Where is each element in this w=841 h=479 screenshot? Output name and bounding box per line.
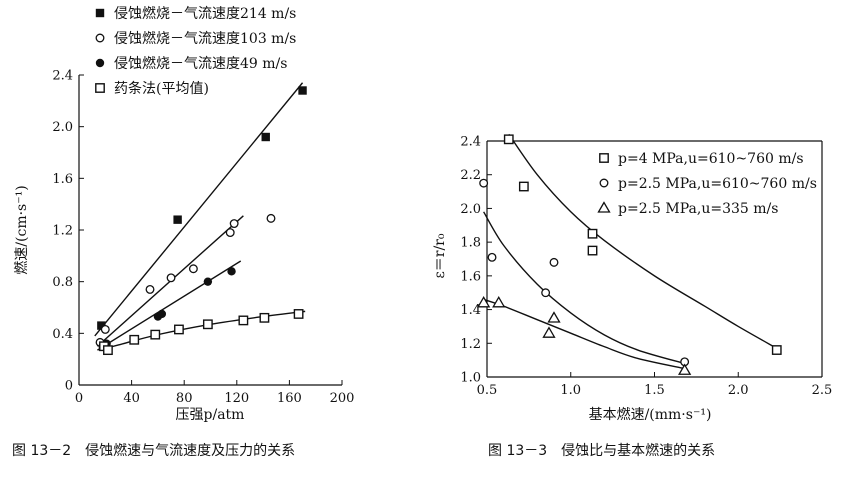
series-fit-line <box>508 133 778 349</box>
data-point <box>166 273 176 283</box>
legend-label: p=2.5 MPa,u=610~760 m/s <box>618 176 817 192</box>
y-axis-label: 燃速/(cm·s⁻¹) <box>13 185 30 274</box>
data-point <box>229 219 239 228</box>
x-axis-label: 压强p/atm <box>176 407 245 423</box>
series-fit-line <box>483 298 685 370</box>
figure-caption-13-2: 图 13－2 侵蚀燃速与气流速度及压力的关系 <box>12 443 296 459</box>
y-tick-label: 1.6 <box>460 269 481 284</box>
data-point <box>129 334 140 345</box>
series-fit-line <box>94 82 304 337</box>
series-3-open-triangle <box>477 296 692 375</box>
legend-marker <box>599 178 609 188</box>
data-point <box>188 264 198 274</box>
legend-label: 侵蚀燃烧－气流速度49 m/s <box>114 55 287 72</box>
legend-label: 侵蚀燃烧－气流速度103 m/s <box>114 30 296 47</box>
chart-erosive-burning-rate: 0 40 80 120 160 200 0 0.4 0.8 1.2 1.6 2.0 2.4 压强p/atm… <box>13 5 354 423</box>
legend-marker <box>597 201 611 213</box>
data-point <box>103 345 113 356</box>
y-tick-label: 1.0 <box>460 371 481 386</box>
y-tick-label: 0.8 <box>52 275 73 290</box>
legend-label: 侵蚀燃烧－气流速度214 m/s <box>114 5 296 22</box>
series-fit-line <box>97 260 242 351</box>
y-tick-label: 1.6 <box>52 172 73 187</box>
data-point <box>225 228 235 238</box>
legend-marker <box>599 153 609 163</box>
legend-label: p=4 MPa,u=610~760 m/s <box>618 151 804 167</box>
data-point <box>487 252 497 262</box>
series-fit-line <box>483 211 685 365</box>
legend-marker <box>95 83 105 93</box>
data-point <box>492 296 506 308</box>
y-tick-label: 1.2 <box>52 224 73 239</box>
data-point <box>477 296 491 308</box>
data-point <box>542 326 556 338</box>
data-point <box>266 213 276 223</box>
y-tick-label: 0 <box>65 379 73 394</box>
data-point <box>174 324 184 335</box>
data-point <box>157 309 167 319</box>
y-tick-label: 2.0 <box>52 120 73 135</box>
series-2-open-circle <box>95 213 276 347</box>
data-point <box>503 134 514 145</box>
x-tick-label: 0.5 <box>477 383 498 398</box>
data-point <box>202 319 213 330</box>
series-2-open-circle <box>479 178 690 367</box>
data-point <box>293 309 304 319</box>
y-tick-label: 1.4 <box>460 303 481 318</box>
x-tick-label: 2.0 <box>728 383 749 398</box>
x-tick-label: 200 <box>330 391 355 406</box>
y-axis-label: ε＝r/r₀ <box>432 233 448 278</box>
legend-marker <box>95 58 105 68</box>
y-tick-label: 2.2 <box>460 168 481 183</box>
chart-erosion-ratio: 0.5 1.0 1.5 2.0 2.51.01.21.41.61.82.02.22.4基… <box>432 133 833 423</box>
figure-caption-13-3: 图 13－3 侵蚀比与基本燃速的关系 <box>488 443 716 459</box>
legend-label: p=2.5 MPa,u=335 m/s <box>618 201 778 217</box>
series-1-filled-square <box>94 82 307 337</box>
x-tick-label: 160 <box>277 391 302 406</box>
y-tick-label: 1.8 <box>460 236 481 251</box>
data-point <box>238 315 249 326</box>
data-point <box>227 267 236 276</box>
legend: 侵蚀燃烧－气流速度214 m/s 侵蚀燃烧－气流速度103 m/s 侵蚀燃烧－气流速… <box>95 5 296 97</box>
data-point <box>145 284 155 294</box>
data-point <box>100 325 110 334</box>
series-1-open-square <box>503 133 782 355</box>
data-point <box>678 363 692 375</box>
data-point <box>259 312 270 323</box>
data-point <box>261 132 270 142</box>
data-point <box>97 321 106 330</box>
data-point <box>541 288 551 298</box>
y-tick-label: 0.4 <box>52 327 73 342</box>
data-point <box>587 228 598 239</box>
x-tick-label: 40 <box>123 391 140 406</box>
legend-marker <box>95 33 105 43</box>
x-tick-label: 80 <box>176 391 193 406</box>
legend: p=4 MPa,u=610~760 m/s p=2.5 MPa,u=610~760… <box>597 151 817 217</box>
x-tick-label: 1.5 <box>644 383 665 398</box>
data-point <box>150 329 161 340</box>
x-tick-label: 2.5 <box>812 383 833 398</box>
x-tick-label: 120 <box>224 391 249 406</box>
data-point <box>547 311 561 323</box>
data-point <box>771 345 782 355</box>
data-point <box>479 178 489 188</box>
y-tick-label: 2.4 <box>460 135 481 150</box>
data-point <box>549 257 559 267</box>
data-point <box>203 277 213 286</box>
data-point <box>173 215 182 224</box>
legend-marker <box>95 8 105 18</box>
x-axis-label: 基本燃速/(mm·s⁻¹) <box>589 406 712 423</box>
y-tick-label: 1.2 <box>460 337 481 352</box>
data-point <box>298 86 307 95</box>
x-tick-label: 0 <box>75 391 83 406</box>
y-tick-label: 2.4 <box>52 69 73 84</box>
y-tick-label: 2.0 <box>460 202 481 217</box>
series-4-open-square <box>98 309 306 356</box>
data-point <box>587 245 598 256</box>
legend-label: 药条法(平均值) <box>114 80 209 97</box>
data-point <box>518 181 529 192</box>
x-tick-label: 1.0 <box>560 383 581 398</box>
